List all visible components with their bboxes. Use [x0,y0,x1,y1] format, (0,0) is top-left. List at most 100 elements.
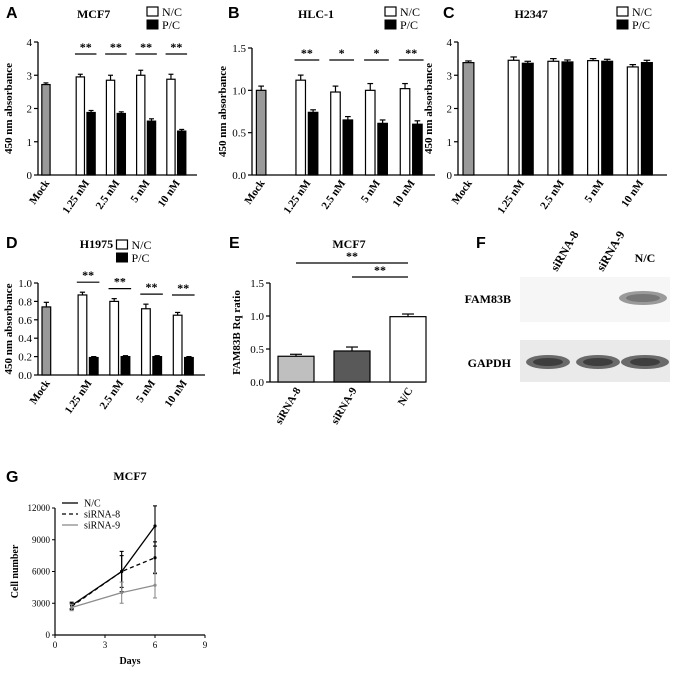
data-point [153,583,157,587]
y-tick-label: 0.0 [250,377,264,389]
legend-swatch-pc [616,19,629,30]
bar-mock [462,62,475,176]
y-tick-label: 0.8 [18,296,32,308]
bar-nc [587,60,600,176]
panel-title: MCF7 [77,7,110,21]
y-tick-label: 9000 [32,535,51,545]
x-category-label: 10 nM [619,177,647,209]
bar-nc [547,60,560,176]
bar-nc [140,308,151,376]
y-axis-label: Cell number [10,544,21,598]
y-tick-label: 0.6 [18,315,32,327]
bar-pc [88,356,99,376]
bar-mock [255,89,267,176]
bar [389,316,427,383]
y-tick-label: 0 [27,170,33,182]
panel-e: E MCF7 0.0 0.5 1.0 1.5 FAM83B Rq ratio siRNA-8 s… [229,235,427,426]
legend-swatch-nc [115,239,129,250]
legend-swatch-nc [384,6,397,17]
y-tick-label: 12000 [28,503,51,513]
panel-g: G MCF7 0 3000 6000 9000 12000 0 3 6 9 Days Cell numb… [6,469,208,667]
bar-pc [521,62,534,176]
bar-nc [105,79,116,176]
series-line [71,525,156,606]
legend-swatch-nc [146,6,159,17]
y-tick-label: 1.0 [18,278,32,290]
bar-nc [172,314,183,376]
y-tick-label: 2 [27,104,33,116]
panel-title: MCF7 [332,237,365,251]
legend-label-pc: P/C [131,251,149,265]
bar-pc [307,111,319,176]
bar-nc [330,91,341,176]
legend-label-pc: P/C [162,18,180,32]
x-category-label: 5 nM [134,377,158,405]
row-label: FAM83B [465,292,511,306]
panel-title: HLC-1 [298,7,334,21]
x-category-label: 2.5 nM [538,177,567,211]
bar-pc [601,60,614,176]
bar-nc [77,294,88,376]
significance-marker: * [339,46,345,60]
y-tick-label: 3 [27,70,33,82]
legend-swatch-pc [146,19,159,30]
significance-marker: ** [82,268,94,282]
row-label: GAPDH [468,356,512,370]
bar-nc [364,89,376,176]
bar-pc [120,356,131,376]
x-category-label: 10 nM [156,177,184,209]
panel-title: MCF7 [113,469,146,483]
data-point [153,524,157,528]
y-tick-label: 1.0 [250,311,264,323]
x-tick-label: 3 [103,640,108,650]
significance-marker: ** [374,263,386,277]
y-tick-label: 4 [27,37,33,49]
bar-nc [75,76,86,176]
panel-c: C H2347 N/CP/C 0 1 2 3 4 450 nm absorbance Mock 1.… [423,5,667,216]
y-tick-label: 1.0 [232,85,246,97]
x-tick-label: 6 [153,640,158,650]
legend-label-pc: P/C [632,18,650,32]
bar-pc [152,356,163,376]
x-tick-label: 9 [203,640,208,650]
x-category-label: Mock [242,177,268,207]
bar-nc [109,300,120,376]
bar-nc [507,59,520,176]
bar-pc [412,123,423,176]
significance-marker: ** [114,275,126,289]
bar-pc [561,61,574,176]
panel-a: A MCF7 N/CP/C 0 1 2 3 4 450 nm absorbance ** ** ** *… [3,5,197,216]
significance-marker: ** [346,249,358,263]
y-tick-label: 0.0 [18,370,32,382]
y-tick-label: 0.0 [232,170,246,182]
panel-letter: B [228,5,240,22]
x-category-label: N/C [396,385,416,407]
bar-nc [399,88,411,176]
x-axis-label: Days [119,656,140,667]
y-axis-label: 450 nm absorbance [423,63,435,154]
y-axis-label: FAM83B Rq ratio [231,290,243,375]
y-tick-label: 1 [27,137,33,149]
x-category-label: 2.5 nM [98,377,127,411]
legend-label-nc: N/C [400,5,420,19]
x-category-label: 1.25 nM [281,177,313,216]
panel-title: H1975 [80,237,113,251]
x-category-label: 5 nM [129,177,153,205]
panel-letter: C [443,5,455,22]
x-category-label: Mock [450,177,476,207]
y-tick-label: 1.5 [232,43,246,55]
y-tick-label: 6000 [32,567,51,577]
lane-label: siRNA-8 [547,228,581,273]
y-tick-label: 0.2 [18,352,32,364]
y-tick-label: 0.5 [250,344,264,356]
x-category-label: siRNA-8 [273,385,304,426]
x-category-label: 2.5 nM [94,177,123,211]
data-point [70,605,74,610]
legend-label-nc: N/C [162,5,182,19]
y-tick-label: 2 [447,104,453,116]
blot-band [626,294,660,302]
y-tick-label: 3 [447,70,453,82]
